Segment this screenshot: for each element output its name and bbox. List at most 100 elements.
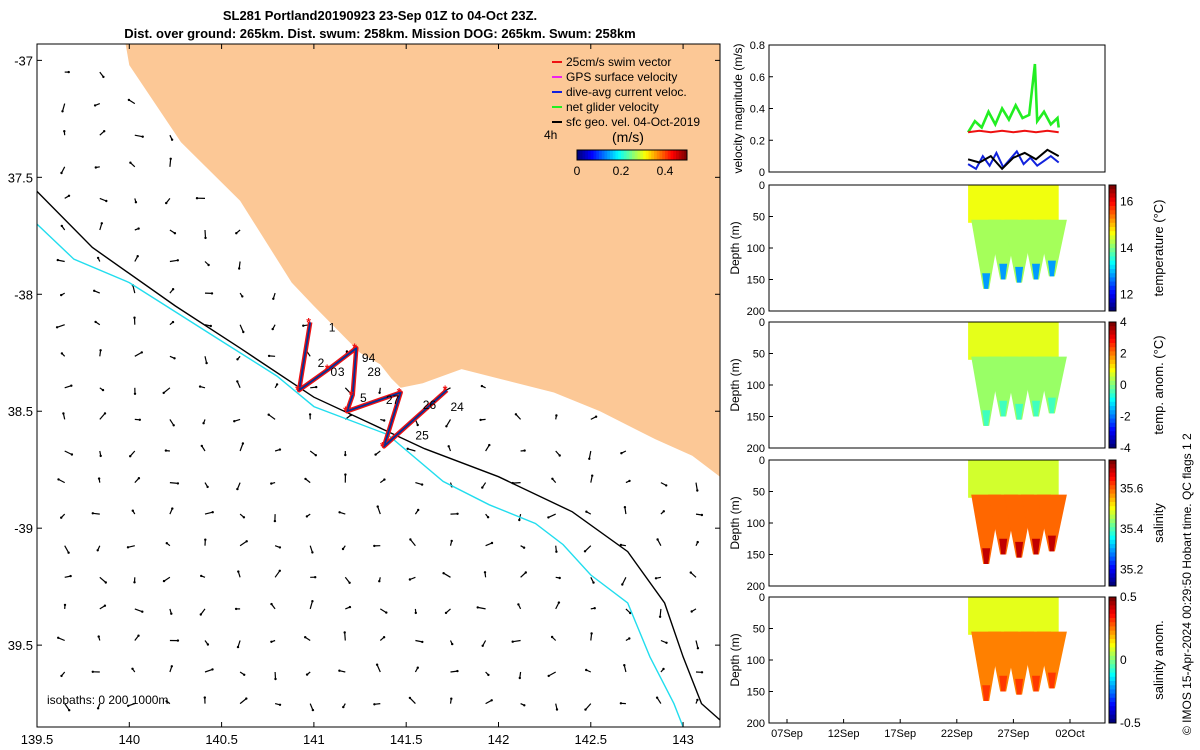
profile-dive-tongue: [1036, 219, 1067, 277]
velocity-arrow-head: [662, 667, 665, 671]
velocity-arrow-head: [338, 511, 341, 514]
velocity-arrow-head: [408, 696, 412, 700]
y-tick-label: 0: [759, 317, 765, 329]
velocity-arrow-head: [243, 673, 246, 676]
velocity-arrow-head: [207, 263, 210, 267]
velocity-arrow-head: [272, 297, 275, 300]
velocity-arrow-head: [210, 292, 214, 295]
velocity-arrow: [239, 443, 244, 452]
velocity-arrow: [344, 387, 352, 395]
velocity-arrow-head: [373, 544, 376, 548]
colorbar-segment: [601, 150, 605, 160]
velocity-arrow-head: [591, 474, 594, 477]
velocity-arrow: [169, 158, 172, 167]
velocity-arrow-head: [696, 489, 699, 492]
velocity-arrow: [169, 482, 178, 484]
colorbar-segment: [612, 150, 616, 160]
profile-data-surface-layer: [968, 322, 1059, 360]
x-tick-label: 141: [303, 732, 325, 747]
velocity-arrow-head: [55, 326, 59, 329]
velocity-arrow-head: [237, 570, 240, 573]
profile-dive-bottom: [982, 410, 991, 426]
velocity-arrow-head: [57, 636, 60, 639]
colorbar-segment: [643, 150, 647, 160]
colorbar-segment: [662, 150, 666, 160]
colorbar-segment: [1109, 560, 1116, 566]
velocity-arrow-head: [343, 631, 346, 634]
velocity-series-line: [966, 63, 1060, 133]
profile-dive-bottom: [1047, 535, 1056, 552]
velocity-arrow-head: [382, 636, 386, 639]
velocity-arrow-head: [654, 577, 658, 580]
y-tick-label: 0: [759, 180, 765, 192]
colorbar-segment: [1109, 597, 1116, 602]
colorbar-label: temperature (°C): [1151, 200, 1166, 297]
colorbar-frame: [1108, 596, 1117, 724]
colorbar-segment: [1109, 573, 1116, 579]
velocity-arrow: [548, 671, 556, 677]
velocity-arrow-head: [558, 576, 561, 580]
colorbar-segment: [1109, 326, 1116, 331]
colorbar-segment: [1109, 330, 1116, 336]
velocity-arrow-head: [134, 201, 138, 204]
velocity-arrow-head: [63, 603, 67, 607]
velocity-arrow-head: [100, 222, 104, 225]
velocity-arrow-head: [170, 612, 173, 615]
velocity-arrow-head: [305, 673, 309, 676]
velocity-arrow-head: [69, 574, 72, 578]
velocity-arrow-head: [450, 697, 453, 700]
y-tick-label: 0.2: [750, 135, 765, 147]
y-tick-label: 50: [753, 624, 765, 636]
velocity-arrow-head: [385, 611, 388, 614]
x-tick-label: 17Sep: [884, 728, 916, 740]
colorbar-segment: [1109, 693, 1116, 699]
colorbar-segment: [1109, 468, 1116, 474]
velocity-arrow-head: [61, 110, 64, 113]
velocity-arrow: [204, 229, 207, 238]
x-tick-label: 27Sep: [997, 728, 1029, 740]
glider-track: *********: [295, 315, 449, 453]
velocity-arrow: [99, 576, 107, 583]
velocity-arrow: [274, 570, 281, 578]
colorbar-tick-label: 16: [1120, 194, 1134, 208]
colorbar-segment: [588, 150, 592, 160]
colorbar-segment: [634, 150, 638, 160]
colorbar-segment: [590, 150, 594, 160]
surface-velocity-field: [55, 70, 704, 712]
velocity-arrow-head: [456, 669, 459, 673]
colorbar-segment: [626, 150, 630, 160]
track-vertex-marker: *: [380, 439, 385, 453]
colorbar-segment: [623, 150, 627, 160]
velocity-arrow-head: [169, 157, 172, 160]
colorbar-segment: [684, 150, 688, 160]
profile-ylabel: Depth (m): [728, 633, 742, 686]
velocity-arrow-head: [338, 669, 341, 672]
velocity-arrow-head: [406, 447, 409, 450]
legend-time-label: 4h: [544, 128, 557, 142]
velocity-arrow-head: [60, 224, 63, 228]
velocity-arrow-head: [304, 636, 307, 639]
x-tick-label: 140.5: [205, 732, 238, 747]
velocity-arrow-head: [70, 384, 73, 387]
colorbar-segment: [673, 150, 677, 160]
colorbar-segment: [1109, 322, 1116, 327]
y-tick-label: 100: [747, 518, 765, 530]
velocity-arrow-head: [623, 506, 627, 509]
velocity-arrow-head: [558, 454, 561, 457]
velocity-arrow-head: [204, 236, 207, 240]
velocity-arrow-head: [234, 607, 238, 611]
y-tick-label: 200: [747, 581, 765, 593]
colorbar-segment: [1109, 281, 1116, 287]
velocity-arrow-head: [94, 166, 98, 169]
velocity-arrow-head: [200, 444, 203, 448]
colorbar-segment: [1109, 702, 1116, 707]
colorbar-segment: [1109, 206, 1116, 211]
x-tick-label: 142.5: [575, 732, 608, 747]
velocity-arrow-head: [383, 478, 386, 481]
colorbar-segment: [1109, 431, 1116, 436]
velocity-arrow-head: [481, 644, 484, 647]
colorbar-segment: [1109, 630, 1116, 636]
velocity-arrow-head: [195, 197, 199, 200]
velocity-series-line: [967, 149, 1060, 171]
